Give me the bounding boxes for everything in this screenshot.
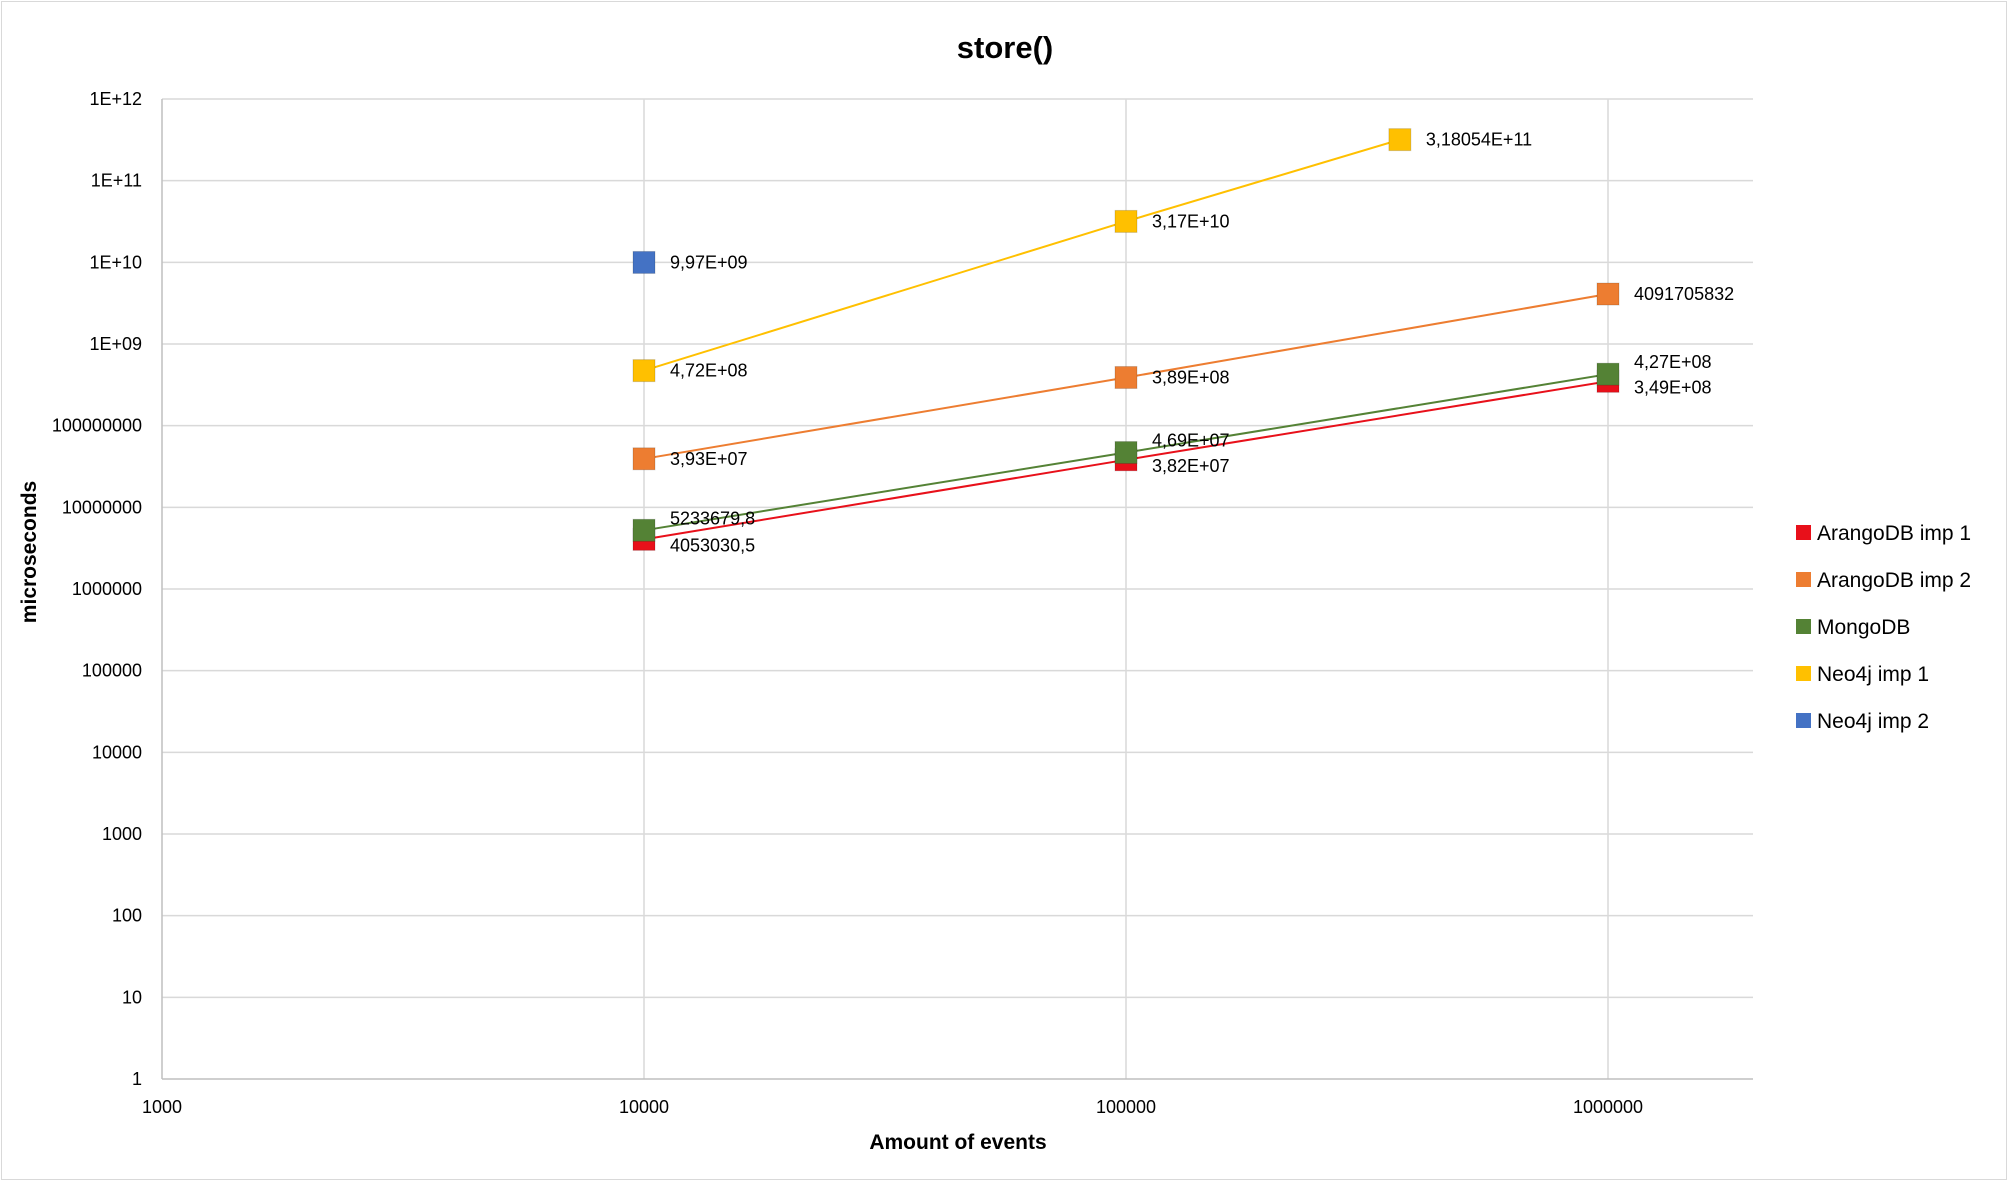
y-tick-label: 1E+12: [89, 89, 142, 109]
series-line: [643, 138, 1401, 372]
y-tick-label: 1000000: [72, 579, 142, 599]
data-label: 5233679,8: [670, 508, 755, 528]
data-label: 4091705832: [1634, 284, 1734, 304]
legend-label: MongoDB: [1817, 616, 1910, 639]
legend-swatch: [1796, 619, 1811, 634]
data-label: 4053030,5: [670, 535, 755, 555]
data-point-marker: [1114, 209, 1138, 233]
data-point-marker: [632, 359, 656, 383]
y-tick-label: 10: [122, 987, 142, 1007]
data-point-marker: [1596, 362, 1620, 386]
y-tick-label: 1E+09: [89, 334, 142, 354]
legend: ArangoDB imp 1 ArangoDB imp 2 MongoDB Neo4j…: [1796, 522, 1971, 733]
data-label: 3,17E+10: [1152, 211, 1230, 231]
data-label: 3,93E+07: [670, 449, 748, 469]
gridlines: [162, 98, 1753, 1079]
y-tick-label: 1E+11: [91, 171, 142, 191]
legend-swatch: [1796, 572, 1811, 587]
data-label: 3,18054E+11: [1426, 130, 1532, 150]
axes: [161, 99, 1753, 1080]
data-point-marker: [632, 447, 656, 471]
data-label: 3,82E+07: [1152, 456, 1230, 476]
data-label: 4,72E+08: [670, 361, 748, 381]
data-label: 4,69E+07: [1152, 431, 1230, 451]
x-tick-label: 1000000: [1573, 1097, 1643, 1117]
y-tick-label: 100: [112, 906, 142, 926]
legend-label: Neo4j imp 1: [1817, 663, 1929, 686]
legend-swatch: [1796, 713, 1811, 728]
data-labels: 4053030,5 3,82E+07 3,49E+08 3,93E+07 3,89E+0…: [670, 130, 1734, 556]
x-tick-label: 1000: [142, 1097, 182, 1117]
data-point-marker: [632, 250, 656, 274]
legend-swatch: [1796, 525, 1811, 540]
legend-swatch: [1796, 666, 1811, 681]
legend-label: ArangoDB imp 2: [1817, 569, 1971, 592]
x-tick-label: 10000: [619, 1097, 669, 1117]
y-tick-label: 1000: [102, 824, 142, 844]
y-tick-label: 10000: [92, 742, 142, 762]
y-tick-label: 100000000: [52, 416, 142, 436]
data-label: 4,27E+08: [1634, 352, 1712, 372]
data-point-marker: [1114, 365, 1138, 389]
data-label: 3,49E+08: [1634, 377, 1712, 397]
chart-title: store(): [957, 30, 1053, 65]
legend-label: ArangoDB imp 1: [1817, 522, 1971, 545]
data-point-marker: [1596, 282, 1620, 306]
data-point-marker: [1114, 441, 1138, 465]
x-tick-label: 100000: [1096, 1097, 1156, 1117]
x-axis-title: Amount of events: [869, 1131, 1046, 1154]
data-label: 9,97E+09: [670, 252, 748, 272]
data-point-marker: [632, 518, 656, 542]
y-tick-label: 1E+10: [89, 252, 142, 272]
y-tick-label: 100000: [82, 661, 142, 681]
y-tick-label: 1: [132, 1069, 142, 1089]
data-point-marker: [1388, 128, 1412, 152]
y-axis-title: microseconds: [18, 481, 41, 623]
tick-labels: 1 10 100 1000 10000 100000 1000000 10000000 1000…: [52, 89, 1643, 1117]
data-label: 3,89E+08: [1152, 367, 1230, 387]
legend-label: Neo4j imp 2: [1817, 710, 1929, 733]
series-markers: [632, 128, 1620, 551]
y-tick-label: 10000000: [62, 497, 142, 517]
